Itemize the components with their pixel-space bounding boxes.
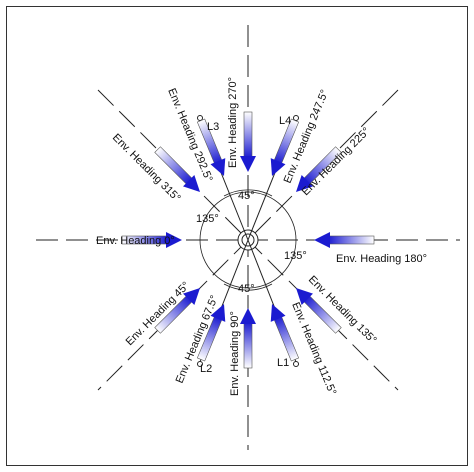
label-heading-45: Env. Heading 45° [124, 280, 193, 349]
angle-circle [199, 191, 297, 289]
line-label-l4: L4 [279, 115, 291, 127]
angle-label-right: 135° [284, 250, 307, 262]
line-label-l1: L1 [277, 357, 289, 369]
label-heading-0: Env. Heading 0° [96, 235, 175, 247]
line-label-l3: L3 [207, 121, 219, 133]
angle-label-left: 135° [196, 213, 219, 225]
label-heading-270: Env. Heading 270° [227, 77, 239, 168]
arrow-270 [239, 111, 257, 173]
angle-label-bottom: 45° [238, 283, 255, 295]
label-heading-112: Env. Heading 112.5° [289, 301, 338, 397]
label-heading-180: Env. Heading 180° [336, 253, 427, 265]
angle-label-top: 45° [238, 190, 255, 202]
line-label-l2: L2 [200, 363, 212, 375]
label-heading-90: Env. Heading 90° [229, 311, 241, 396]
arrow-90 [239, 307, 257, 369]
diagram-frame [6, 6, 468, 466]
arrow-180 [313, 231, 375, 249]
